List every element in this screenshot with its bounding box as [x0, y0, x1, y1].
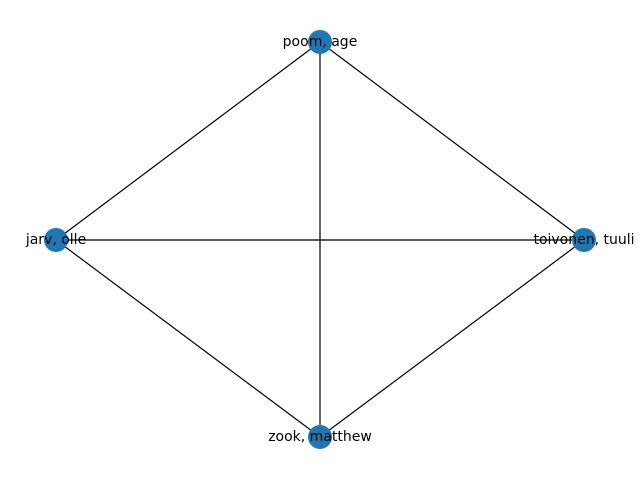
- node-jarv: [44, 228, 68, 252]
- node-zook: [308, 425, 332, 449]
- edges-layer: [55, 41, 585, 438]
- nodes-layer: [44, 30, 596, 449]
- labels-layer: poom, age jarv, olle toivonen, tuuli zook, …: [25, 34, 635, 445]
- node-toivonen: [572, 228, 596, 252]
- node-label-jarv: jarv, olle: [25, 232, 86, 248]
- edge-poom-toivonen: [319, 41, 585, 241]
- node-label-zook: zook, matthew: [268, 429, 372, 445]
- edge-toivonen-zook: [319, 239, 585, 438]
- node-label-toivonen: toivonen, tuuli: [533, 232, 634, 248]
- edge-poom-jarv: [55, 41, 321, 241]
- edge-jarv-zook: [55, 239, 321, 438]
- node-poom: [308, 30, 332, 54]
- node-label-poom: poom, age: [283, 34, 358, 50]
